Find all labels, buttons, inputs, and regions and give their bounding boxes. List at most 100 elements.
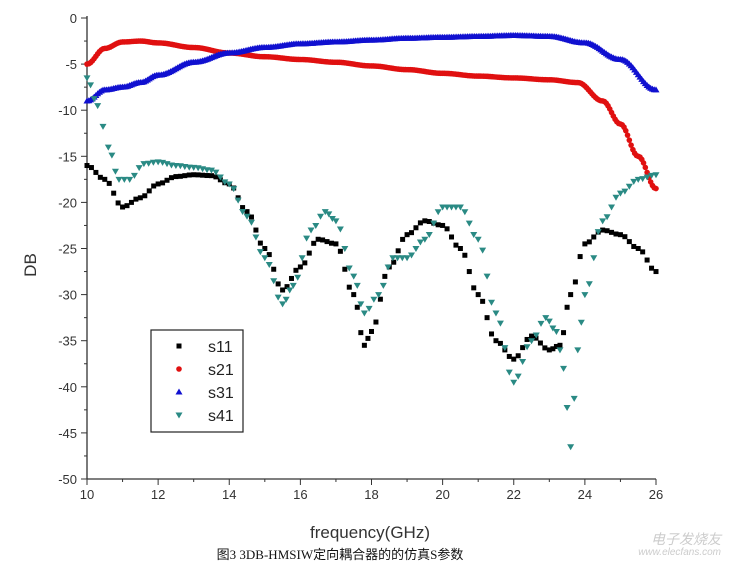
data-point-s41	[94, 103, 102, 110]
y-tick-label: -20	[58, 195, 77, 210]
data-point-s41	[625, 183, 633, 190]
data-point-s41	[492, 310, 500, 317]
watermark-logo: 电子发烧友 www.elecfans.com	[638, 531, 721, 558]
data-point-s41	[560, 365, 568, 372]
data-point-s41	[145, 160, 153, 167]
data-point-s41	[135, 165, 143, 172]
data-point-s41	[643, 174, 651, 181]
y-tick-label: 0	[70, 11, 77, 26]
x-tick-label: 16	[293, 487, 307, 502]
data-point-s11	[302, 260, 308, 266]
data-point-s11	[572, 279, 578, 285]
data-point-s11	[84, 163, 90, 169]
data-point-s41	[394, 255, 402, 262]
data-point-s41	[398, 255, 406, 262]
data-point-s11	[253, 227, 259, 233]
data-point-s11	[466, 269, 472, 275]
data-point-s41	[357, 301, 365, 308]
data-point-s41	[111, 168, 119, 175]
x-tick-label: 26	[649, 487, 663, 502]
x-tick-label: 24	[578, 487, 592, 502]
data-point-s41	[648, 172, 656, 179]
data-point-s41	[307, 227, 315, 234]
data-point-s11	[288, 275, 294, 281]
data-point-s41	[621, 188, 629, 195]
x-tick-label: 22	[507, 487, 521, 502]
data-point-s41	[341, 246, 349, 252]
data-point-s41	[599, 218, 607, 225]
data-point-s11	[542, 345, 548, 351]
data-point-s41	[99, 123, 107, 130]
data-point-s11	[577, 254, 583, 260]
data-point-s11	[342, 266, 348, 272]
data-point-s41	[303, 235, 311, 242]
data-point-s11	[275, 281, 281, 287]
data-point-s41	[501, 345, 509, 352]
data-point-s11	[248, 214, 254, 220]
data-point-s41	[496, 320, 504, 327]
data-point-s11	[346, 284, 352, 290]
data-point-s41	[375, 292, 383, 299]
data-point-s11	[591, 234, 597, 240]
data-point-s11	[653, 269, 659, 275]
data-point-s11	[320, 237, 326, 243]
data-point-s11	[404, 232, 410, 238]
data-point-s11	[280, 287, 286, 293]
legend-label-s21: s21	[208, 362, 234, 379]
data-point-s41	[108, 152, 116, 159]
y-tick-label: -50	[58, 472, 77, 487]
x-tick-label: 10	[80, 487, 94, 502]
data-point-s11	[311, 240, 317, 246]
data-point-s41	[360, 310, 368, 317]
data-point-s11	[550, 346, 556, 352]
data-point-s41	[549, 325, 557, 332]
data-point-s41	[639, 176, 647, 183]
data-point-s41	[488, 299, 496, 306]
data-point-s11	[557, 342, 563, 348]
data-point-s11	[128, 199, 134, 205]
data-point-s41	[207, 167, 215, 174]
data-point-s11	[102, 176, 108, 182]
data-point-s11	[635, 246, 641, 251]
data-point-s11	[497, 340, 503, 346]
data-point-s11	[524, 336, 530, 342]
data-point-s11	[489, 331, 495, 337]
data-point-s11	[395, 248, 401, 254]
data-point-s41	[321, 209, 329, 216]
data-point-s21	[644, 169, 650, 176]
data-point-s41	[274, 294, 282, 301]
data-point-s41	[585, 281, 593, 288]
data-point-s11	[120, 204, 126, 210]
data-point-s11	[426, 219, 432, 225]
data-point-s41	[140, 161, 148, 168]
data-point-s11	[354, 304, 360, 310]
data-point-s11	[213, 174, 219, 180]
data-point-s11	[537, 340, 543, 346]
data-point-s21	[628, 142, 634, 148]
data-point-s41	[563, 405, 571, 412]
data-point-s41	[350, 273, 358, 280]
legend-marker-s11	[176, 343, 182, 349]
data-point-s11	[377, 296, 383, 302]
data-point-s41	[252, 234, 260, 241]
data-point-s11	[164, 177, 170, 183]
data-point-s11	[622, 234, 628, 240]
data-point-s11	[168, 175, 174, 181]
data-point-s11	[631, 243, 637, 249]
data-point-s11	[417, 220, 423, 226]
data-point-s41	[384, 264, 392, 271]
data-point-s11	[564, 304, 570, 310]
data-point-s11	[115, 200, 121, 206]
data-point-s41	[403, 255, 411, 262]
y-tick-label: -35	[58, 334, 77, 349]
data-point-s11	[484, 315, 490, 321]
data-point-s11	[609, 229, 615, 235]
data-point-s41	[505, 369, 513, 376]
data-point-s11	[529, 333, 535, 339]
y-tick-label: -15	[58, 149, 77, 164]
data-point-s41	[83, 75, 91, 82]
data-point-s11	[358, 330, 364, 336]
data-point-s41	[243, 213, 251, 220]
data-point-s41	[286, 287, 294, 294]
data-point-s11	[137, 195, 143, 201]
